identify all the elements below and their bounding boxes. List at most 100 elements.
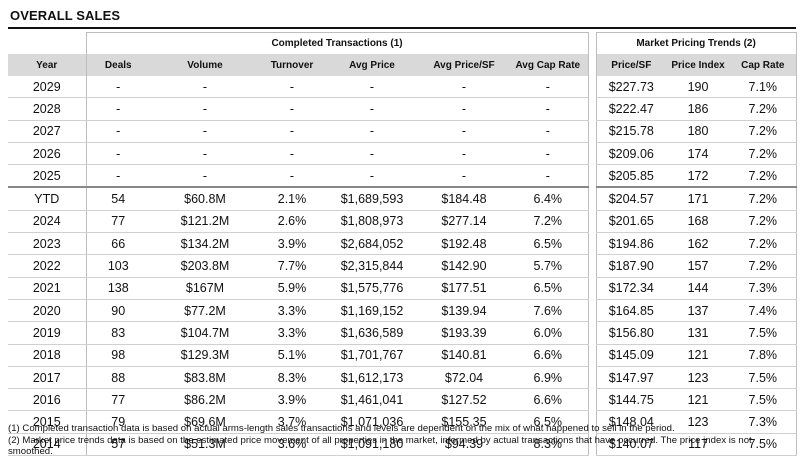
cell-avg-cap-rate: 6.6% <box>508 344 589 367</box>
footnotes: (1) Completed transaction data is based … <box>8 423 796 458</box>
table-row: 2022 103 $203.8M 7.7% $2,315,844 $142.90 5.7% $… <box>8 254 797 278</box>
cell-avg-cap-rate: 6.0% <box>508 321 589 345</box>
col-header-avg-price-sf: Avg Price/SF <box>420 54 508 76</box>
cell-year: 2015 <box>8 410 86 434</box>
cell-price-index: 117 <box>666 433 731 457</box>
table-row: 2025- - - - - - $205.85 172 7.2% <box>8 164 797 188</box>
cell-volume: $134.2M <box>150 232 260 256</box>
cell-avg-price: $2,684,052 <box>324 232 420 256</box>
cell-avg-price: $1,071,036 <box>324 410 420 434</box>
footnote-1: (1) Completed transaction data is based … <box>8 423 675 434</box>
cell-avg-price-sf: $140.81 <box>420 344 508 367</box>
cell-avg-cap-rate: 6.5% <box>508 277 589 300</box>
cell-price-sf: $140.07 <box>595 433 667 457</box>
cell-cap-rate: 7.5% <box>730 433 797 457</box>
cell-year: 2022 <box>8 254 86 278</box>
cell-price-index: 137 <box>666 299 731 323</box>
cell-deals: - <box>85 164 150 188</box>
cell-price-sf: $147.97 <box>595 366 667 390</box>
cell-volume: $51.3M <box>150 433 260 457</box>
cell-year: 2021 <box>8 277 86 300</box>
cell-price-sf: $205.85 <box>595 164 667 188</box>
cell-avg-price-sf: $72.04 <box>420 366 508 390</box>
cell-turnover: 2.1% <box>260 188 324 211</box>
cell-year: 2029 <box>8 76 86 99</box>
column-header-row: Year Deals Volume Turnover Avg Price Avg… <box>8 54 797 76</box>
cell-volume: - <box>150 164 260 188</box>
table-row: YTD 54 $60.8M 2.1% $1,689,593 $184.48 6.4% $204… <box>8 188 797 211</box>
cell-year: 2024 <box>8 210 86 234</box>
cell-avg-cap-rate: - <box>508 120 589 143</box>
cell-volume: $69.6M <box>150 410 260 434</box>
cell-volume: - <box>150 97 260 121</box>
cell-deals: - <box>85 120 150 143</box>
cell-avg-price: $1,808,973 <box>324 210 420 234</box>
col-header-avg-price: Avg Price <box>324 54 420 76</box>
cell-volume: - <box>150 120 260 143</box>
cell-deals: - <box>85 142 150 166</box>
cell-turnover: - <box>260 76 324 99</box>
table-row: 2015 79 $69.6M 3.7% $1,071,036 $155.35 6.5% $14… <box>8 410 797 434</box>
cell-volume: - <box>150 142 260 166</box>
cell-volume: $86.2M <box>150 388 260 412</box>
table-row: 2021 138 $167M 5.9% $1,575,776 $177.51 6.5% $17… <box>8 277 797 300</box>
cell-year: 2023 <box>8 232 86 256</box>
cell-avg-price-sf: $94.39 <box>420 433 508 457</box>
cell-avg-price-sf: $184.48 <box>420 188 508 211</box>
table-row: 2019 83 $104.7M 3.3% $1,636,589 $193.39 6.0% $1… <box>8 321 797 345</box>
cell-year: 2027 <box>8 120 86 143</box>
history-rows: YTD 54 $60.8M 2.1% $1,689,593 $184.48 6.4% $204… <box>8 188 797 457</box>
cell-year: 2018 <box>8 344 86 367</box>
cell-turnover: 3.6% <box>260 433 324 457</box>
cell-volume: $167M <box>150 277 260 300</box>
cell-turnover: 7.7% <box>260 254 324 278</box>
cell-avg-cap-rate: 8.3% <box>508 433 589 457</box>
cell-avg-price-sf: $177.51 <box>420 277 508 300</box>
cell-price-sf: $194.86 <box>595 232 667 256</box>
cell-cap-rate: 7.8% <box>730 344 797 367</box>
table-row: 2020 90 $77.2M 3.3% $1,169,152 $139.94 7.6% $16… <box>8 299 797 323</box>
col-header-avg-cap-rate: Avg Cap Rate <box>508 54 589 76</box>
cell-turnover: 3.9% <box>260 388 324 412</box>
cell-deals: - <box>85 97 150 121</box>
cell-price-index: 144 <box>666 277 731 300</box>
cell-cap-rate: 7.2% <box>730 232 797 256</box>
cell-price-sf: $222.47 <box>595 97 667 121</box>
cell-price-sf: $215.78 <box>595 120 667 143</box>
cell-price-index: 162 <box>666 232 731 256</box>
cell-cap-rate: 7.3% <box>730 277 797 300</box>
cell-deals: 77 <box>85 388 150 412</box>
table-row: 2027- - - - - - $215.78 180 7.2% <box>8 120 797 143</box>
table-row: 2029- - - - - - $227.73 190 7.1% <box>8 76 797 99</box>
footnote-2: (2) Market price trends data is based on… <box>8 434 752 458</box>
cell-price-index: 123 <box>666 366 731 390</box>
cell-avg-price-sf: $155.35 <box>420 410 508 434</box>
table-row: 2016 77 $86.2M 3.9% $1,461,041 $127.52 6.6% $14… <box>8 388 797 412</box>
col-header-year: Year <box>8 54 86 76</box>
cell-avg-price-sf: - <box>420 164 508 188</box>
cell-deals: 57 <box>85 433 150 457</box>
cell-year: 2026 <box>8 142 86 166</box>
cell-avg-price: $1,091,180 <box>324 433 420 457</box>
cell-price-index: 186 <box>666 97 731 121</box>
table-row: 2028- - - - - - $222.47 186 7.2% <box>8 97 797 121</box>
cell-avg-price: - <box>324 120 420 143</box>
cell-year: 2014 <box>8 433 86 457</box>
cell-deals: 83 <box>85 321 150 345</box>
cell-avg-cap-rate: 6.9% <box>508 366 589 390</box>
market-pricing-header: Market Pricing Trends (2) <box>595 32 797 54</box>
cell-turnover: 2.6% <box>260 210 324 234</box>
cell-cap-rate: 7.2% <box>730 164 797 188</box>
cell-avg-cap-rate: 6.6% <box>508 388 589 412</box>
cell-turnover: 5.9% <box>260 277 324 300</box>
cell-cap-rate: 7.5% <box>730 388 797 412</box>
cell-avg-price-sf: - <box>420 97 508 121</box>
cell-avg-cap-rate: 6.5% <box>508 232 589 256</box>
cell-price-sf: $227.73 <box>595 76 667 99</box>
cell-year: YTD <box>8 188 86 211</box>
col-header-price-index: Price Index <box>666 54 731 76</box>
cell-avg-cap-rate: - <box>508 76 589 99</box>
cell-turnover: - <box>260 120 324 143</box>
cell-avg-price: - <box>324 142 420 166</box>
cell-turnover: 3.9% <box>260 232 324 256</box>
